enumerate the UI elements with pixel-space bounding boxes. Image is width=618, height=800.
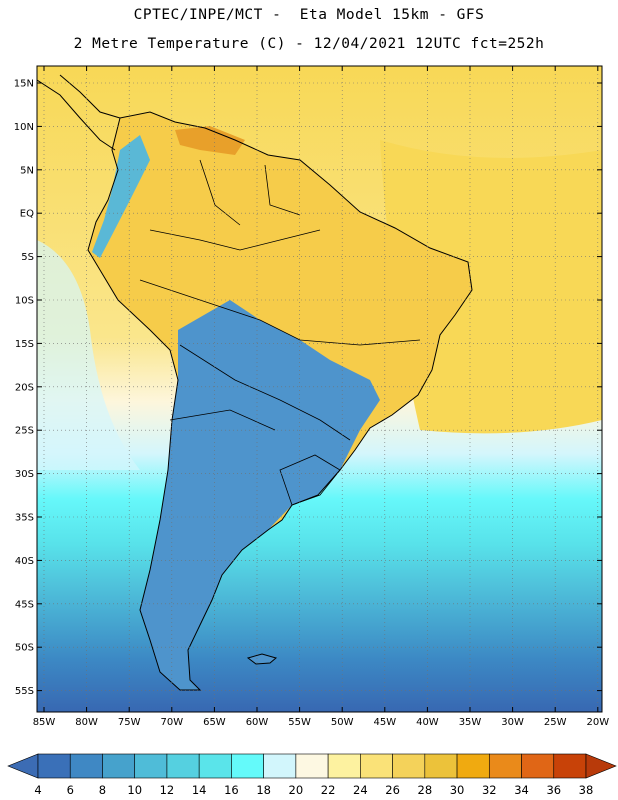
colorbar-label: 20 xyxy=(289,783,304,797)
southern-cool-land xyxy=(140,300,380,690)
colorbar-label: 34 xyxy=(514,783,529,797)
colorbar-cell xyxy=(263,753,297,779)
colorbar-label: 8 xyxy=(99,783,106,797)
latitude-label: 15S xyxy=(15,339,34,350)
latitude-axis: 15N 10N 5N EQ 5S 10S 15S 20S 25S 30S 35S 40S 45S 50S 5… xyxy=(14,79,602,697)
coastline xyxy=(87,111,473,691)
latitude-label: 20S xyxy=(15,382,34,393)
colorbar-label: 6 xyxy=(67,783,74,797)
colorbar-label: 28 xyxy=(418,783,433,797)
map-title: CPTEC/INPE/MCT - Eta Model 15km - GFS xyxy=(133,7,485,23)
longitude-axis: 85W 80W 75W 70W 65W 60W 55W 50W 45W 40W 35W 30W 25W 2… xyxy=(33,66,609,728)
latitude-label: 5S xyxy=(21,252,34,263)
longitude-label: 30W xyxy=(501,717,524,728)
colorbar-cell xyxy=(456,753,490,779)
latitude-label: 55S xyxy=(15,686,34,697)
colorbar-label: 32 xyxy=(482,783,497,797)
colorbar-cell xyxy=(231,753,264,779)
colorbar-over-arrow xyxy=(585,753,617,779)
colorbar-label: 10 xyxy=(127,783,142,797)
colorbar-label: 12 xyxy=(160,783,175,797)
latitude-label: 40S xyxy=(15,556,34,567)
colorbar-cell xyxy=(360,753,393,779)
longitude-label: 70W xyxy=(160,717,183,728)
latitude-label: 5N xyxy=(20,165,34,176)
colorbar-label: 30 xyxy=(450,783,465,797)
country-boundaries xyxy=(139,159,421,506)
colorbar-label: 14 xyxy=(192,783,207,797)
latitude-label: 10N xyxy=(14,122,34,133)
colorbar-cell xyxy=(521,753,555,779)
colorbar-label: 16 xyxy=(224,783,239,797)
longitude-label: 40W xyxy=(416,717,439,728)
colorbar-cell xyxy=(69,753,103,779)
map-field xyxy=(37,66,602,712)
longitude-label: 55W xyxy=(288,717,311,728)
colorbar-cell xyxy=(37,753,71,779)
colorbar-label: 18 xyxy=(256,783,271,797)
falkland-islands xyxy=(246,653,278,665)
colorbar-cell xyxy=(198,753,232,779)
latitude-label: 10S xyxy=(15,296,34,307)
longitude-label: 80W xyxy=(75,717,98,728)
longitude-label: 75W xyxy=(118,717,141,728)
longitude-label: 50W xyxy=(331,717,354,728)
colorbar-label: 22 xyxy=(321,783,336,797)
latitude-label: 15N xyxy=(14,79,34,90)
longitude-label: 65W xyxy=(203,717,226,728)
latitude-label: 50S xyxy=(15,643,34,654)
latitude-label: 25S xyxy=(15,426,34,437)
latitude-label: EQ xyxy=(20,209,34,220)
pacific-cool-region xyxy=(37,240,140,470)
colorbar-cell xyxy=(424,753,458,779)
map-border xyxy=(36,65,603,713)
longitude-label: 20W xyxy=(586,717,609,728)
colorbar-label: 26 xyxy=(385,783,400,797)
colorbar-label: 38 xyxy=(579,783,594,797)
colorbar-label: 24 xyxy=(353,783,368,797)
colorbar-cell xyxy=(553,753,587,779)
longitude-label: 85W xyxy=(33,717,56,728)
colorbar-cell xyxy=(327,753,361,779)
colorbar-cell xyxy=(295,753,329,779)
atlantic-warm-band xyxy=(380,140,602,434)
colorbar-cell xyxy=(392,753,426,779)
colorbar-cell xyxy=(488,753,522,779)
andes-cool-strip xyxy=(92,135,150,258)
longitude-label: 60W xyxy=(246,717,269,728)
temperature-colorbar: 4 6 8 10 12 14 16 18 20 22 24 26 28 30 32 34 36 38 xyxy=(7,753,617,797)
colorbar-cell xyxy=(134,753,168,779)
colorbar-cell xyxy=(102,753,136,779)
longitude-label: 45W xyxy=(373,717,396,728)
latitude-label: 30S xyxy=(15,469,34,480)
map-subtitle: 2 Metre Temperature (C) - 12/04/2021 12U… xyxy=(73,36,545,52)
colorbar-label: 4 xyxy=(34,783,41,797)
longitude-label: 35W xyxy=(459,717,482,728)
longitude-label: 25W xyxy=(544,717,567,728)
colorbar-cell xyxy=(166,753,200,779)
venezuela-hot-spot xyxy=(175,126,245,155)
central-america-coast xyxy=(37,74,121,151)
colorbar-label: 36 xyxy=(546,783,561,797)
latitude-label: 45S xyxy=(15,599,34,610)
latitude-label: 35S xyxy=(15,513,34,524)
colorbar-under-arrow xyxy=(7,753,39,779)
